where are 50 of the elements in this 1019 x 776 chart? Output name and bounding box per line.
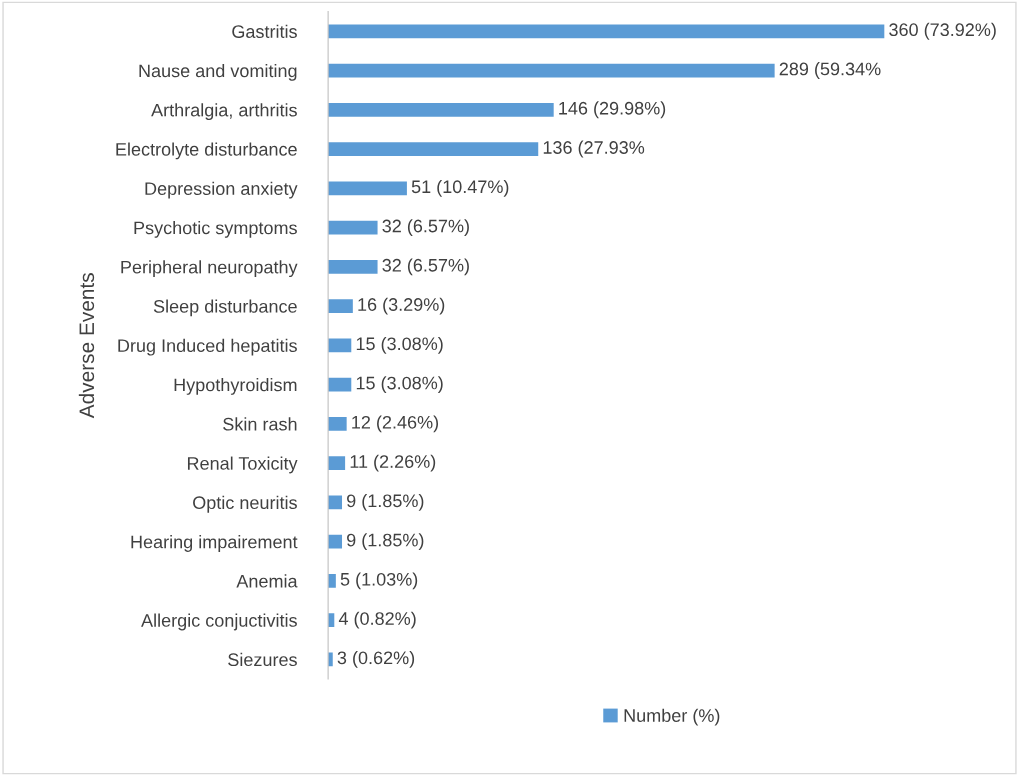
data-label: 146 (29.98%) <box>559 101 666 119</box>
data-label: 360 (73.92%) <box>889 22 996 40</box>
data-label: 15 (3.08%) <box>356 336 443 354</box>
data-label: 9 (1.85%) <box>347 493 424 511</box>
y-tick-label: Allergic conjuctivitis <box>141 613 297 631</box>
data-label: 12 (2.46%) <box>352 415 439 433</box>
bar <box>328 573 336 588</box>
y-tick-label: Renal Toxicity <box>187 456 298 474</box>
data-label: 9 (1.85%) <box>347 533 424 551</box>
legend-label: Number (%) <box>624 708 720 726</box>
bar <box>328 102 554 117</box>
y-tick-label: Arthralgia, arthritis <box>151 103 297 121</box>
bar <box>328 259 378 274</box>
data-label: 16 (3.29%) <box>358 297 445 315</box>
data-label: 32 (6.57%) <box>382 219 469 236</box>
y-tick-label: Hypothyroidism <box>174 378 297 395</box>
y-tick-label: Gastritis <box>232 24 297 38</box>
bar <box>328 416 347 431</box>
bar <box>328 24 885 39</box>
data-label: 11 (2.26%) <box>350 454 436 472</box>
data-label: 32 (6.57%) <box>382 258 469 276</box>
data-label: 289 (59.34% <box>779 62 881 79</box>
data-label: 136 (27.93% <box>543 140 645 158</box>
data-label: 51 (10.47%) <box>411 179 509 197</box>
y-axis-title: Adverse Events <box>78 273 95 419</box>
data-label: 4 (0.82%) <box>338 611 416 629</box>
data-label: 3 (0.62%) <box>337 650 415 668</box>
bar <box>328 338 352 353</box>
y-tick-label: Electrolyte disturbance <box>116 142 297 160</box>
bar <box>328 142 539 156</box>
bar <box>328 299 353 313</box>
bar <box>328 495 343 510</box>
y-tick-label: Depression anxiety <box>145 181 298 199</box>
y-tick-label: Drug Induced hepatitis <box>118 338 297 356</box>
bar <box>328 181 407 196</box>
y-tick-label: Peripheral neuropathy <box>121 260 298 278</box>
y-tick-label: Nause and vomiting <box>139 63 297 81</box>
y-tick-label: Skin rash <box>223 417 297 431</box>
bar <box>328 220 378 235</box>
y-tick-label: Optic neuritis <box>193 495 297 513</box>
y-tick-label: Siezures <box>228 652 297 667</box>
y-tick-label: Anemia <box>236 574 298 588</box>
data-label: 15 (3.08%) <box>356 376 443 393</box>
bar <box>328 377 352 392</box>
data-label: 5 (1.03%) <box>340 572 418 590</box>
y-tick-label: Sleep disturbance <box>153 299 297 317</box>
bar <box>328 456 346 470</box>
bar <box>328 63 775 78</box>
y-tick-label: Psychotic symptoms <box>134 221 297 238</box>
y-tick-label: Hearing impairement <box>131 535 298 552</box>
